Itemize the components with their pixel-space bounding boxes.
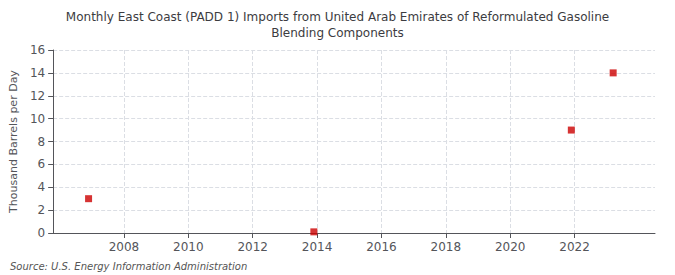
svg-text:2016: 2016 (366, 240, 397, 254)
svg-text:Source: U.S. Energy Informatio: Source: U.S. Energy Information Administ… (10, 261, 247, 272)
svg-text:2010: 2010 (173, 240, 204, 254)
svg-text:2014: 2014 (302, 240, 333, 254)
svg-text:2008: 2008 (109, 240, 140, 254)
svg-text:2020: 2020 (495, 240, 526, 254)
svg-text:6: 6 (38, 157, 46, 171)
svg-text:Blending Components: Blending Components (271, 26, 403, 40)
svg-text:16: 16 (30, 43, 45, 57)
svg-text:Monthly East Coast (PADD 1) Im: Monthly East Coast (PADD 1) Imports from… (66, 10, 609, 24)
svg-text:2018: 2018 (431, 240, 462, 254)
svg-text:8: 8 (38, 135, 46, 149)
svg-text:10: 10 (30, 112, 45, 126)
svg-text:4: 4 (38, 180, 46, 194)
svg-text:2022: 2022 (559, 240, 590, 254)
svg-text:0: 0 (38, 226, 46, 240)
svg-text:2012: 2012 (237, 240, 268, 254)
svg-text:2: 2 (38, 203, 46, 217)
svg-text:Thousand Barrels per Day: Thousand Barrels per Day (7, 70, 20, 214)
svg-text:14: 14 (30, 66, 45, 80)
svg-text:12: 12 (30, 89, 45, 103)
